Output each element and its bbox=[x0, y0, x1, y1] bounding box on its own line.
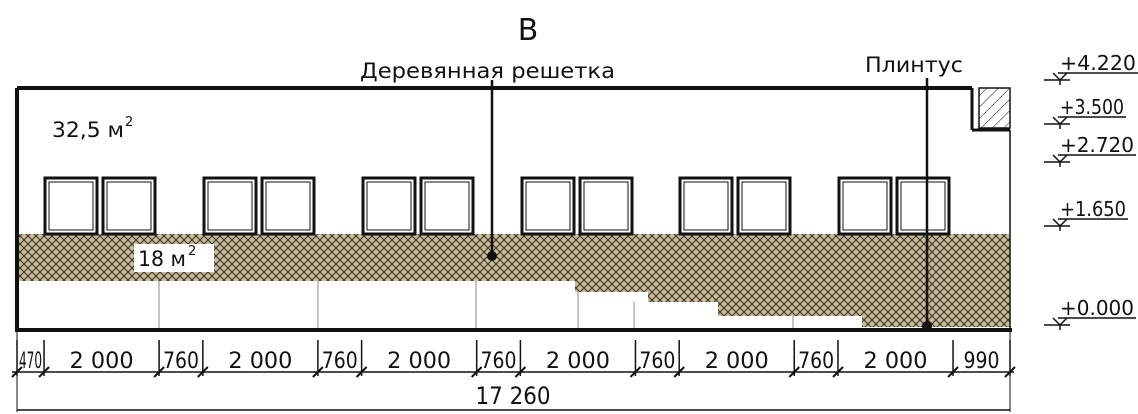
window bbox=[43, 176, 99, 236]
dimension-value: 760 bbox=[639, 349, 675, 374]
dim-tick-slash bbox=[38, 366, 50, 378]
area-total-label: 32,5 м bbox=[52, 118, 124, 142]
dimension-value: 760 bbox=[163, 349, 199, 374]
lattice-post-lines bbox=[158, 281, 794, 330]
wooden-lattice-band bbox=[17, 234, 1010, 327]
window bbox=[578, 176, 634, 236]
dim-tick-slash bbox=[788, 366, 800, 378]
window bbox=[419, 176, 475, 236]
dimension-chain: 470 2 000 760 2 000 760 2 000 760 2 000 760 2 000… bbox=[11, 340, 1016, 378]
window bbox=[260, 176, 316, 236]
level-value: +4.220 bbox=[1060, 51, 1136, 75]
dim-tick-slash bbox=[514, 366, 527, 378]
dimension-value: 760 bbox=[798, 349, 834, 374]
plinth-leader-dot bbox=[922, 321, 932, 331]
dim-tick-slash bbox=[832, 366, 844, 378]
level-value: +2.720 bbox=[1060, 133, 1134, 157]
dimension-value: 2 000 bbox=[546, 349, 610, 374]
dimension-value: 470 bbox=[19, 349, 42, 374]
window bbox=[361, 176, 417, 236]
dim-tick-slash bbox=[355, 366, 368, 378]
area-grille-label-bg bbox=[134, 244, 214, 272]
plinth-leader-label: Плинтус bbox=[865, 53, 963, 77]
window bbox=[202, 176, 258, 236]
window bbox=[837, 176, 893, 236]
level-mark: +3.500 bbox=[1044, 95, 1126, 129]
window bbox=[101, 176, 157, 236]
level-mark: +0.000 bbox=[1044, 296, 1136, 330]
level-mark: +4.220 bbox=[1044, 51, 1138, 85]
area-grille-sup: 2 bbox=[188, 244, 196, 259]
dimension-value: 2 000 bbox=[228, 349, 292, 374]
level-value: +0.000 bbox=[1060, 296, 1134, 320]
dim-tick-slash bbox=[629, 366, 642, 378]
window-group bbox=[43, 176, 951, 236]
window bbox=[895, 176, 951, 236]
grille-leader-label: Деревянная решетка bbox=[360, 59, 615, 83]
dimension-value: 760 bbox=[481, 349, 517, 374]
dim-tick-slash bbox=[312, 366, 324, 378]
area-total-sup: 2 bbox=[125, 115, 133, 130]
dimension-value: 2 000 bbox=[387, 349, 451, 374]
level-marks: +4.220 +3.500 +2.720 +1.650 +0.000 bbox=[1044, 51, 1138, 330]
drawing-title: В bbox=[518, 13, 539, 48]
dimension-value: 990 bbox=[964, 349, 1000, 374]
level-mark: +2.720 bbox=[1044, 133, 1136, 167]
dim-tick-slash bbox=[197, 366, 209, 378]
dim-tick-slash bbox=[673, 366, 685, 378]
total-dimension-value: 17 260 bbox=[476, 382, 551, 410]
dimension-value: 2 000 bbox=[864, 349, 928, 374]
window bbox=[520, 176, 576, 236]
level-value: +1.650 bbox=[1060, 197, 1126, 221]
dim-tick-slash bbox=[947, 366, 959, 378]
level-value: +3.500 bbox=[1060, 95, 1124, 119]
dim-tick-slash bbox=[470, 366, 483, 378]
window-inner-frames bbox=[48, 181, 946, 231]
dimension-value: 2 000 bbox=[705, 349, 769, 374]
dim-tick-slash bbox=[153, 366, 165, 378]
window bbox=[678, 176, 734, 236]
parapet-hatch bbox=[978, 87, 1011, 129]
grille-leader-dot bbox=[487, 251, 497, 261]
dimension-value: 760 bbox=[322, 349, 358, 374]
window bbox=[736, 176, 792, 236]
building-outline bbox=[15, 86, 1012, 332]
dimension-value: 2 000 bbox=[70, 349, 134, 374]
level-mark: +1.650 bbox=[1044, 197, 1128, 231]
area-grille-label: 18 м bbox=[138, 247, 186, 271]
